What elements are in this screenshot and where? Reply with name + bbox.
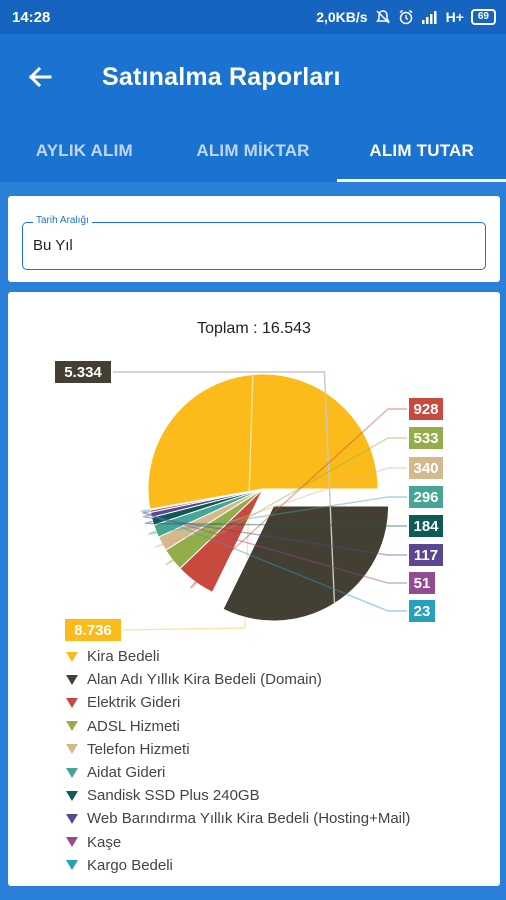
value-label-box	[407, 484, 445, 510]
legend-item[interactable]: Alan Adı Yıllık Kira Bedeli (Domain)	[65, 668, 410, 691]
leader-line	[148, 496, 408, 535]
date-range-field[interactable]: Tarih Aralığı Bu Yıl	[22, 215, 486, 270]
legend-item[interactable]: Elektrik Gideri	[65, 691, 410, 714]
legend-item[interactable]: Kira Bedeli	[65, 645, 410, 668]
network-speed: 2,0KB/s	[316, 9, 368, 25]
tab-bar: AYLIK ALIM ALIM MİKTAR ALIM TUTAR	[0, 120, 506, 182]
legend-label: Aidat Gideri	[87, 764, 166, 782]
status-time: 14:28	[12, 8, 51, 26]
triangle-down-icon	[66, 767, 78, 778]
legend-label: Kargo Bedeli	[87, 856, 173, 874]
chart-title: Toplam : 16.543	[197, 320, 311, 337]
legend-item[interactable]: Kaşe	[65, 831, 410, 854]
tab-aylik-alim[interactable]: AYLIK ALIM	[35, 141, 133, 160]
triangle-down-icon	[66, 837, 78, 848]
mute-bell-icon	[375, 10, 390, 24]
arrow-left-icon	[28, 66, 52, 88]
leader-line	[189, 408, 408, 589]
legend-label: Web Barındırma Yıllık Kira Bedeli (Hosti…	[87, 810, 411, 828]
pie-chart: Toplam : 16.543 8.736 5.334 928 533 340 296 184…	[53, 320, 445, 643]
leader-line	[165, 437, 408, 566]
legend-item[interactable]: Sandisk SSD Plus 240GB	[65, 784, 410, 807]
filter-card: Tarih Aralığı Bu Yıl	[8, 196, 500, 282]
alarm-clock-icon	[399, 9, 413, 25]
legend-label: Sandisk SSD Plus 240GB	[87, 787, 260, 805]
date-range-label: Tarih Aralığı	[33, 215, 92, 226]
legend-item[interactable]: Telefon Hizmeti	[65, 738, 410, 761]
value-label-box	[407, 570, 437, 596]
legend-label: Telefon Hizmeti	[87, 740, 190, 758]
tab-alim-miktar[interactable]: ALIM MİKTAR	[196, 141, 310, 160]
data-label: 928	[413, 401, 438, 418]
pie-slice	[149, 488, 264, 511]
triangle-down-icon	[66, 813, 78, 824]
legend-label: Alan Adı Yıllık Kira Bedeli (Domain)	[87, 671, 322, 689]
chart-legend: Kira Bedeli Alan Adı Yıllık Kira Bedeli (…	[65, 645, 410, 877]
data-label: 8.736	[74, 622, 112, 639]
legend-item[interactable]: Kargo Bedeli	[65, 854, 410, 877]
triangle-down-icon	[66, 744, 78, 755]
value-label-box	[407, 425, 445, 451]
triangle-down-icon	[66, 721, 78, 732]
legend-label: Elektrik Gideri	[87, 694, 181, 712]
data-label: 5.334	[64, 364, 102, 381]
status-icons: 2,0KB/s H+ 69	[316, 9, 496, 25]
back-button[interactable]	[16, 53, 64, 101]
battery-icon: 69	[470, 9, 496, 25]
triangle-down-icon	[66, 651, 78, 662]
legend-label: Kira Bedeli	[87, 648, 160, 666]
triangle-down-icon	[66, 697, 78, 708]
triangle-down-icon	[66, 674, 78, 685]
leader-line	[144, 520, 408, 527]
network-type: H+	[445, 9, 464, 25]
leader-line	[142, 510, 408, 584]
tab-alim-tutar[interactable]: ALIM TUTAR	[337, 120, 506, 182]
leader-line	[142, 514, 408, 556]
value-label-box	[407, 598, 437, 624]
leader-line	[121, 374, 254, 631]
legend-item[interactable]: ADSL Hizmeti	[65, 715, 410, 738]
value-label-box	[53, 359, 113, 385]
page-title: Satınalma Raporları	[102, 62, 341, 91]
value-label-box	[407, 542, 445, 568]
data-label: 51	[414, 575, 431, 592]
value-label-box	[407, 396, 445, 422]
data-label: 117	[414, 547, 438, 564]
legend-label: ADSL Hizmeti	[87, 717, 180, 735]
triangle-down-icon	[66, 790, 78, 801]
status-bar: 14:28 2,0KB/s H+ 69	[0, 0, 506, 34]
value-label-box	[407, 513, 445, 539]
data-label: 23	[414, 603, 431, 620]
value-label-box	[407, 455, 445, 481]
data-label: 533	[413, 430, 438, 447]
data-label: 296	[413, 489, 438, 506]
data-label: 340	[413, 460, 438, 477]
legend-item[interactable]: Aidat Gideri	[65, 761, 410, 784]
value-label-box	[63, 617, 123, 643]
leader-line	[112, 371, 336, 604]
legend-label: Kaşe	[87, 833, 122, 851]
data-label: 184	[413, 518, 439, 535]
app-bar: Satınalma Raporları	[0, 34, 506, 120]
leader-line	[154, 467, 408, 549]
signal-icon	[421, 11, 437, 24]
chart-card: Toplam : 16.543 8.736 5.334 928 533 340 296 184…	[8, 292, 500, 886]
date-range-value: Bu Yıl	[33, 237, 73, 254]
leader-line	[139, 509, 408, 612]
legend-item[interactable]: Web Barındırma Yıllık Kira Bedeli (Hosti…	[65, 807, 410, 830]
triangle-down-icon	[66, 860, 78, 871]
